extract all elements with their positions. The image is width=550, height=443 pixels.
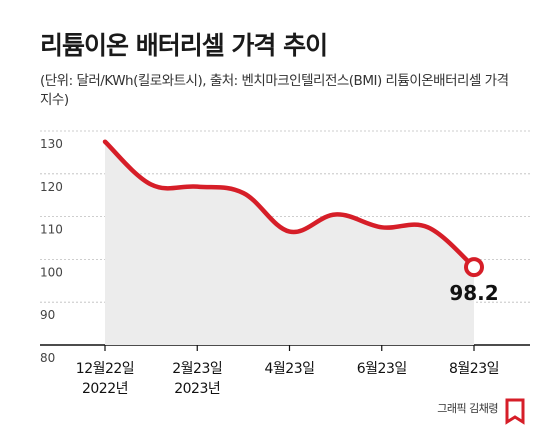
x-tick-label: 4월23일	[265, 361, 315, 377]
y-tick-label: 80	[40, 351, 55, 365]
chart-title: 리튬이온 배터리셀 가격 추이	[40, 31, 328, 60]
graphic-credit: 그래픽 김채령	[437, 402, 498, 415]
tick-labels: 80 90 100 110 120 130 12월22일 2022년 2월23일 2023년 4월2…	[40, 137, 499, 397]
data-label: 98.2	[449, 281, 498, 305]
area-fill	[105, 141, 474, 345]
series-line	[102, 139, 477, 270]
chart-subtitle: (단위: 달러/KWh(킬로와트시), 출처: 벤치마크인텔리전스(BMI) 리…	[40, 73, 509, 108]
x-tick-label: 6월23일	[357, 361, 407, 377]
x-tick-label: 12월22일	[76, 361, 134, 377]
y-tick-label: 90	[40, 308, 55, 322]
x-tick-label: 2023년	[174, 381, 220, 397]
end-point-marker	[464, 257, 484, 278]
publisher-logo-icon	[505, 398, 525, 425]
marker-layer: 98.2	[449, 257, 499, 305]
y-tick-label: 100	[40, 265, 63, 279]
y-tick-label: 120	[40, 180, 63, 194]
x-tick-label: 2022년	[82, 381, 128, 397]
x-tick-label: 8월23일	[449, 361, 499, 377]
y-tick-label: 110	[40, 223, 63, 237]
x-tick-label: 2월23일	[172, 361, 222, 377]
y-tick-label: 130	[40, 137, 63, 151]
